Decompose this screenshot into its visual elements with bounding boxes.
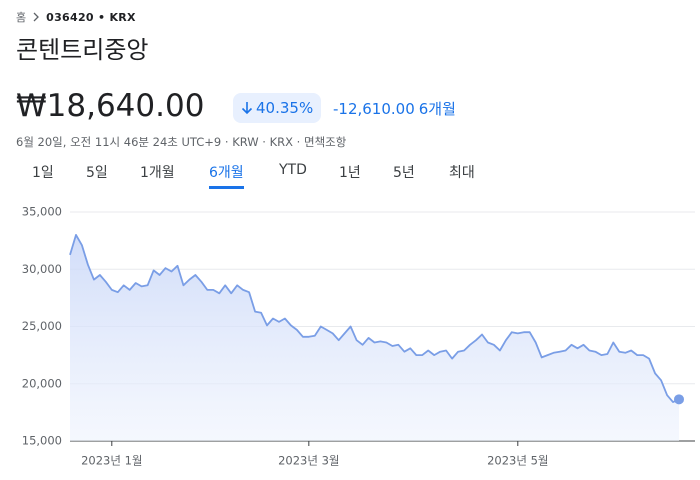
y-tick-label: 25,000	[22, 319, 62, 333]
change-badge: 40.35%	[233, 93, 322, 123]
range-tab[interactable]: YTD	[279, 162, 307, 178]
last-point	[674, 394, 684, 405]
price-line	[69, 234, 680, 403]
range-tab[interactable]: 최대	[449, 165, 475, 181]
stock-title: 콘텐트리중앙	[16, 36, 149, 64]
breadcrumb: 홈 036420 • KRX	[16, 9, 136, 25]
y-tick-label: 35,000	[22, 205, 62, 219]
price: ₩18,640.00	[16, 88, 205, 124]
range-tab[interactable]: 5년	[393, 165, 415, 181]
range-tab[interactable]: 1개월	[140, 165, 175, 181]
timestamp: 6월 20일, 오전 11시 46분 24초 UTC+9 · KRW · KRX…	[16, 135, 347, 149]
range-tab[interactable]: 1년	[339, 165, 361, 181]
x-tick-label: 2023년 5월	[487, 454, 548, 468]
x-tick-label: 2023년 1월	[81, 454, 142, 468]
area	[70, 234, 679, 441]
range-tab[interactable]: 6개월	[209, 162, 244, 189]
range-tab[interactable]: 1일	[32, 165, 54, 181]
change-percent: 40.35%	[256, 99, 314, 117]
x-tick-label: 2023년 3월	[278, 454, 339, 468]
ticker: 036420 • KRX	[46, 10, 136, 24]
down-arrow	[241, 102, 253, 115]
y-tick-label: 30,000	[22, 262, 62, 276]
range-tab[interactable]: 5일	[86, 165, 108, 181]
range-tabs: 1일 5일 1개월 6개월 YTD 1년 5년 최대	[0, 158, 700, 189]
chevron	[33, 12, 40, 22]
y-tick-label: 15,000	[22, 434, 62, 448]
change: -12,610.00 6개월	[333, 98, 456, 119]
change-amount: -12,610.00	[333, 100, 415, 118]
y-tick-label: 20,000	[22, 376, 62, 390]
price-chart: 15,000 20,000 25,000 30,000 35,000 2023년 1월 20…	[22, 205, 695, 468]
change-period: 6개월	[418, 100, 456, 118]
home-link[interactable]: 홈	[16, 11, 27, 24]
